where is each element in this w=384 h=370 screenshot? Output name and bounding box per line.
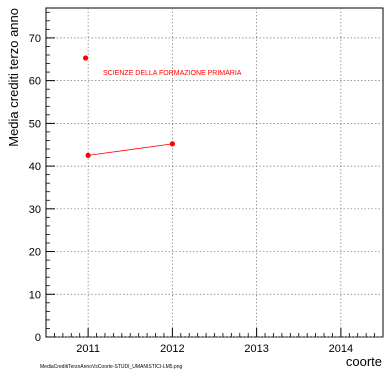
y-tick-label: 50 [29, 118, 41, 130]
y-axis-title: Media crediti terzo anno [6, 8, 21, 147]
x-tick-label: 2014 [329, 343, 353, 355]
y-tick-label: 20 [29, 247, 41, 259]
y-tick-label: 10 [29, 289, 41, 301]
series-annotation: SCIENZE DELLA FORMAZIONE PRIMARIA [103, 70, 242, 77]
x-tick-label: 2012 [160, 343, 184, 355]
y-tick-label: 30 [29, 204, 41, 216]
x-tick-label: 2013 [244, 343, 268, 355]
footer-filename: MediaCreditiTerzoAnnoVsCoorte-STUDI_UMAN… [40, 364, 182, 370]
data-point [82, 55, 89, 61]
minor-ticks [45, 11, 384, 337]
y-tick-labels: 0 10 20 30 40 50 60 70 [29, 33, 41, 344]
plot-frame [45, 7, 384, 338]
series-line [88, 143, 173, 156]
data-point [85, 152, 91, 159]
x-tick-label: 2011 [76, 343, 100, 355]
y-tick-label: 60 [29, 76, 41, 88]
grid-lines [46, 8, 383, 338]
series-layer [82, 55, 175, 159]
y-tick-label: 0 [35, 332, 41, 344]
y-tick-label: 40 [29, 161, 41, 173]
data-point [169, 141, 175, 147]
y-tick-label: 70 [29, 33, 41, 45]
major-ticks [46, 37, 342, 338]
x-tick-labels: 2011 2012 2013 2014 [76, 343, 353, 355]
x-axis-title: coorte [346, 354, 382, 369]
